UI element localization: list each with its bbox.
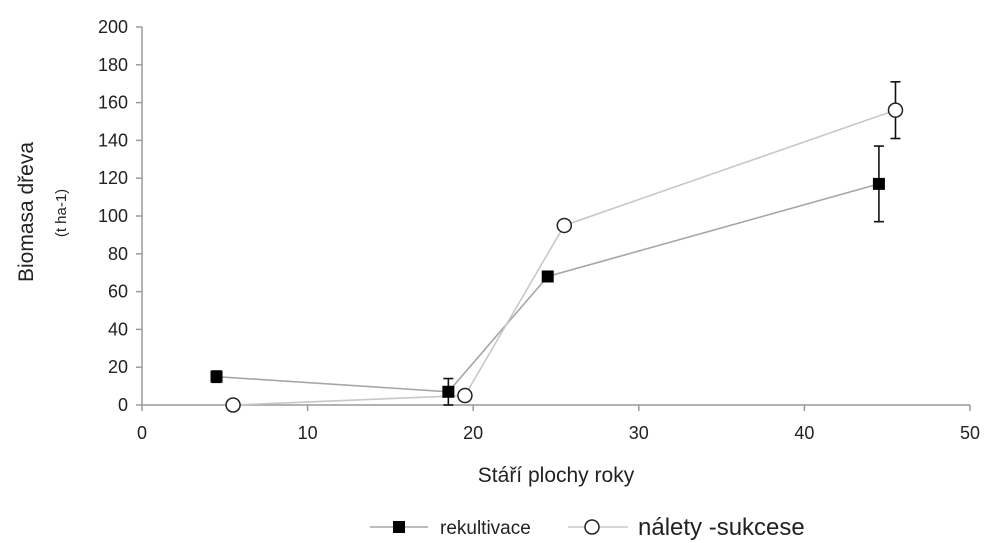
series-layer <box>210 81 904 413</box>
y-axis-unit: (t ha-1) <box>53 189 70 237</box>
y-tick-label: 120 <box>98 168 128 188</box>
legend-marker-rekultivace <box>393 521 405 533</box>
y-tick-label: 0 <box>118 395 128 415</box>
y-axis-title: Biomasa dřeva <box>15 142 38 282</box>
legend: rekultivace nálety -sukcese <box>370 514 805 541</box>
y-tick-label: 200 <box>98 17 128 37</box>
y-tick-label: 40 <box>108 319 128 339</box>
point-sukcese <box>556 217 573 234</box>
x-tick-label: 50 <box>960 423 980 443</box>
y-tick-label: 80 <box>108 244 128 264</box>
x-tick-label: 30 <box>629 423 649 443</box>
x-axis-title: Stáří plochy roky <box>478 464 635 487</box>
x-tick-label: 20 <box>463 423 483 443</box>
legend-marker-sukcese <box>584 519 600 535</box>
x-tick-label: 40 <box>794 423 814 443</box>
point-sukcese <box>887 102 904 118</box>
point-rekultivace <box>210 370 223 383</box>
legend-label-sukcese: nálety -sukcese <box>638 514 805 541</box>
y-tick-label: 140 <box>98 130 128 150</box>
y-tick-label: 180 <box>98 55 128 75</box>
point-sukcese <box>225 397 241 413</box>
series-line-0 <box>216 183 880 393</box>
y-tick-label: 20 <box>108 357 128 377</box>
point-sukcese <box>457 387 473 404</box>
series-line-1 <box>233 109 896 406</box>
point-rekultivace <box>541 270 554 283</box>
y-tick-label: 60 <box>108 282 128 302</box>
x-tick-label: 0 <box>137 423 147 443</box>
y-tick-label: 100 <box>98 206 128 226</box>
x-tick-label: 10 <box>298 423 318 443</box>
y-axis-ticks: 0 20 40 60 80 100 120 140 160 180 200 <box>98 17 142 415</box>
point-rekultivace <box>442 385 455 398</box>
point-rekultivace <box>872 177 885 190</box>
y-tick-label: 160 <box>98 93 128 113</box>
x-axis-ticks: 0 10 20 30 40 50 <box>137 405 980 443</box>
legend-label-rekultivace: rekultivace <box>440 518 531 539</box>
